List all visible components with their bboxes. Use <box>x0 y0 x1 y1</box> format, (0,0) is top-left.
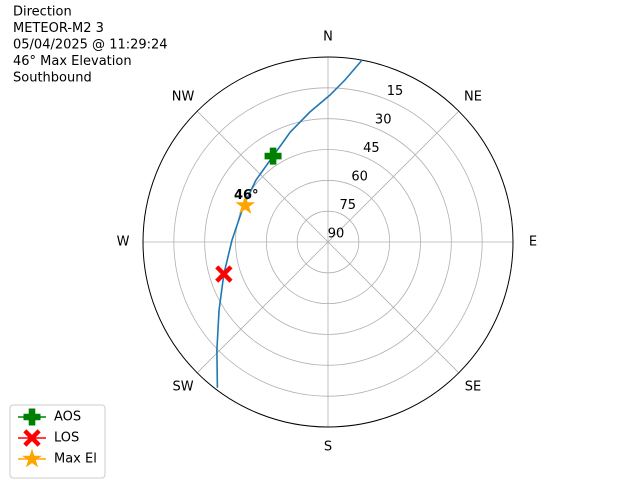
legend-marker <box>22 448 42 468</box>
annotation: 46° <box>234 188 259 203</box>
radial-tick-label: 60 <box>351 170 368 185</box>
legend-marker <box>23 429 41 447</box>
title-line: METEOR-M2 3 <box>13 21 104 36</box>
angle-label: NW <box>172 90 195 105</box>
angle-label: NE <box>464 90 482 105</box>
radial-tick-label: 75 <box>340 198 357 213</box>
title-line: 05/04/2025 @ 11:29:24 <box>13 38 168 53</box>
marker <box>235 195 256 214</box>
radial-tick-label: 30 <box>375 113 392 128</box>
angle-label: SE <box>465 379 481 394</box>
grid-spoke <box>327 110 460 243</box>
legend: AOS LOS Max El <box>9 404 106 479</box>
grid-spoke <box>327 241 460 374</box>
radial-tick-label: 45 <box>363 141 380 156</box>
angle-label: E <box>529 235 537 250</box>
angle-label: SW <box>172 379 193 394</box>
angle-label: N <box>323 30 333 45</box>
legend-label: AOS <box>54 410 81 425</box>
grid-spoke <box>196 110 329 243</box>
legend-label: LOS <box>54 431 79 446</box>
angle-label: S <box>324 440 332 455</box>
title-line: Direction <box>13 5 72 20</box>
title-line: Southbound <box>13 71 92 86</box>
grid-spoke <box>196 241 329 374</box>
polar-frame <box>142 56 514 428</box>
marker <box>264 147 282 165</box>
radial-tick-label: 15 <box>387 84 404 99</box>
angle-label: W <box>117 235 130 250</box>
radial-tick-label: 90 <box>328 227 345 242</box>
legend-label: Max El <box>54 452 97 467</box>
title-line: 46° Max Elevation <box>13 54 132 69</box>
legend-marker <box>23 408 41 426</box>
track-line <box>216 59 363 388</box>
marker <box>215 265 233 283</box>
